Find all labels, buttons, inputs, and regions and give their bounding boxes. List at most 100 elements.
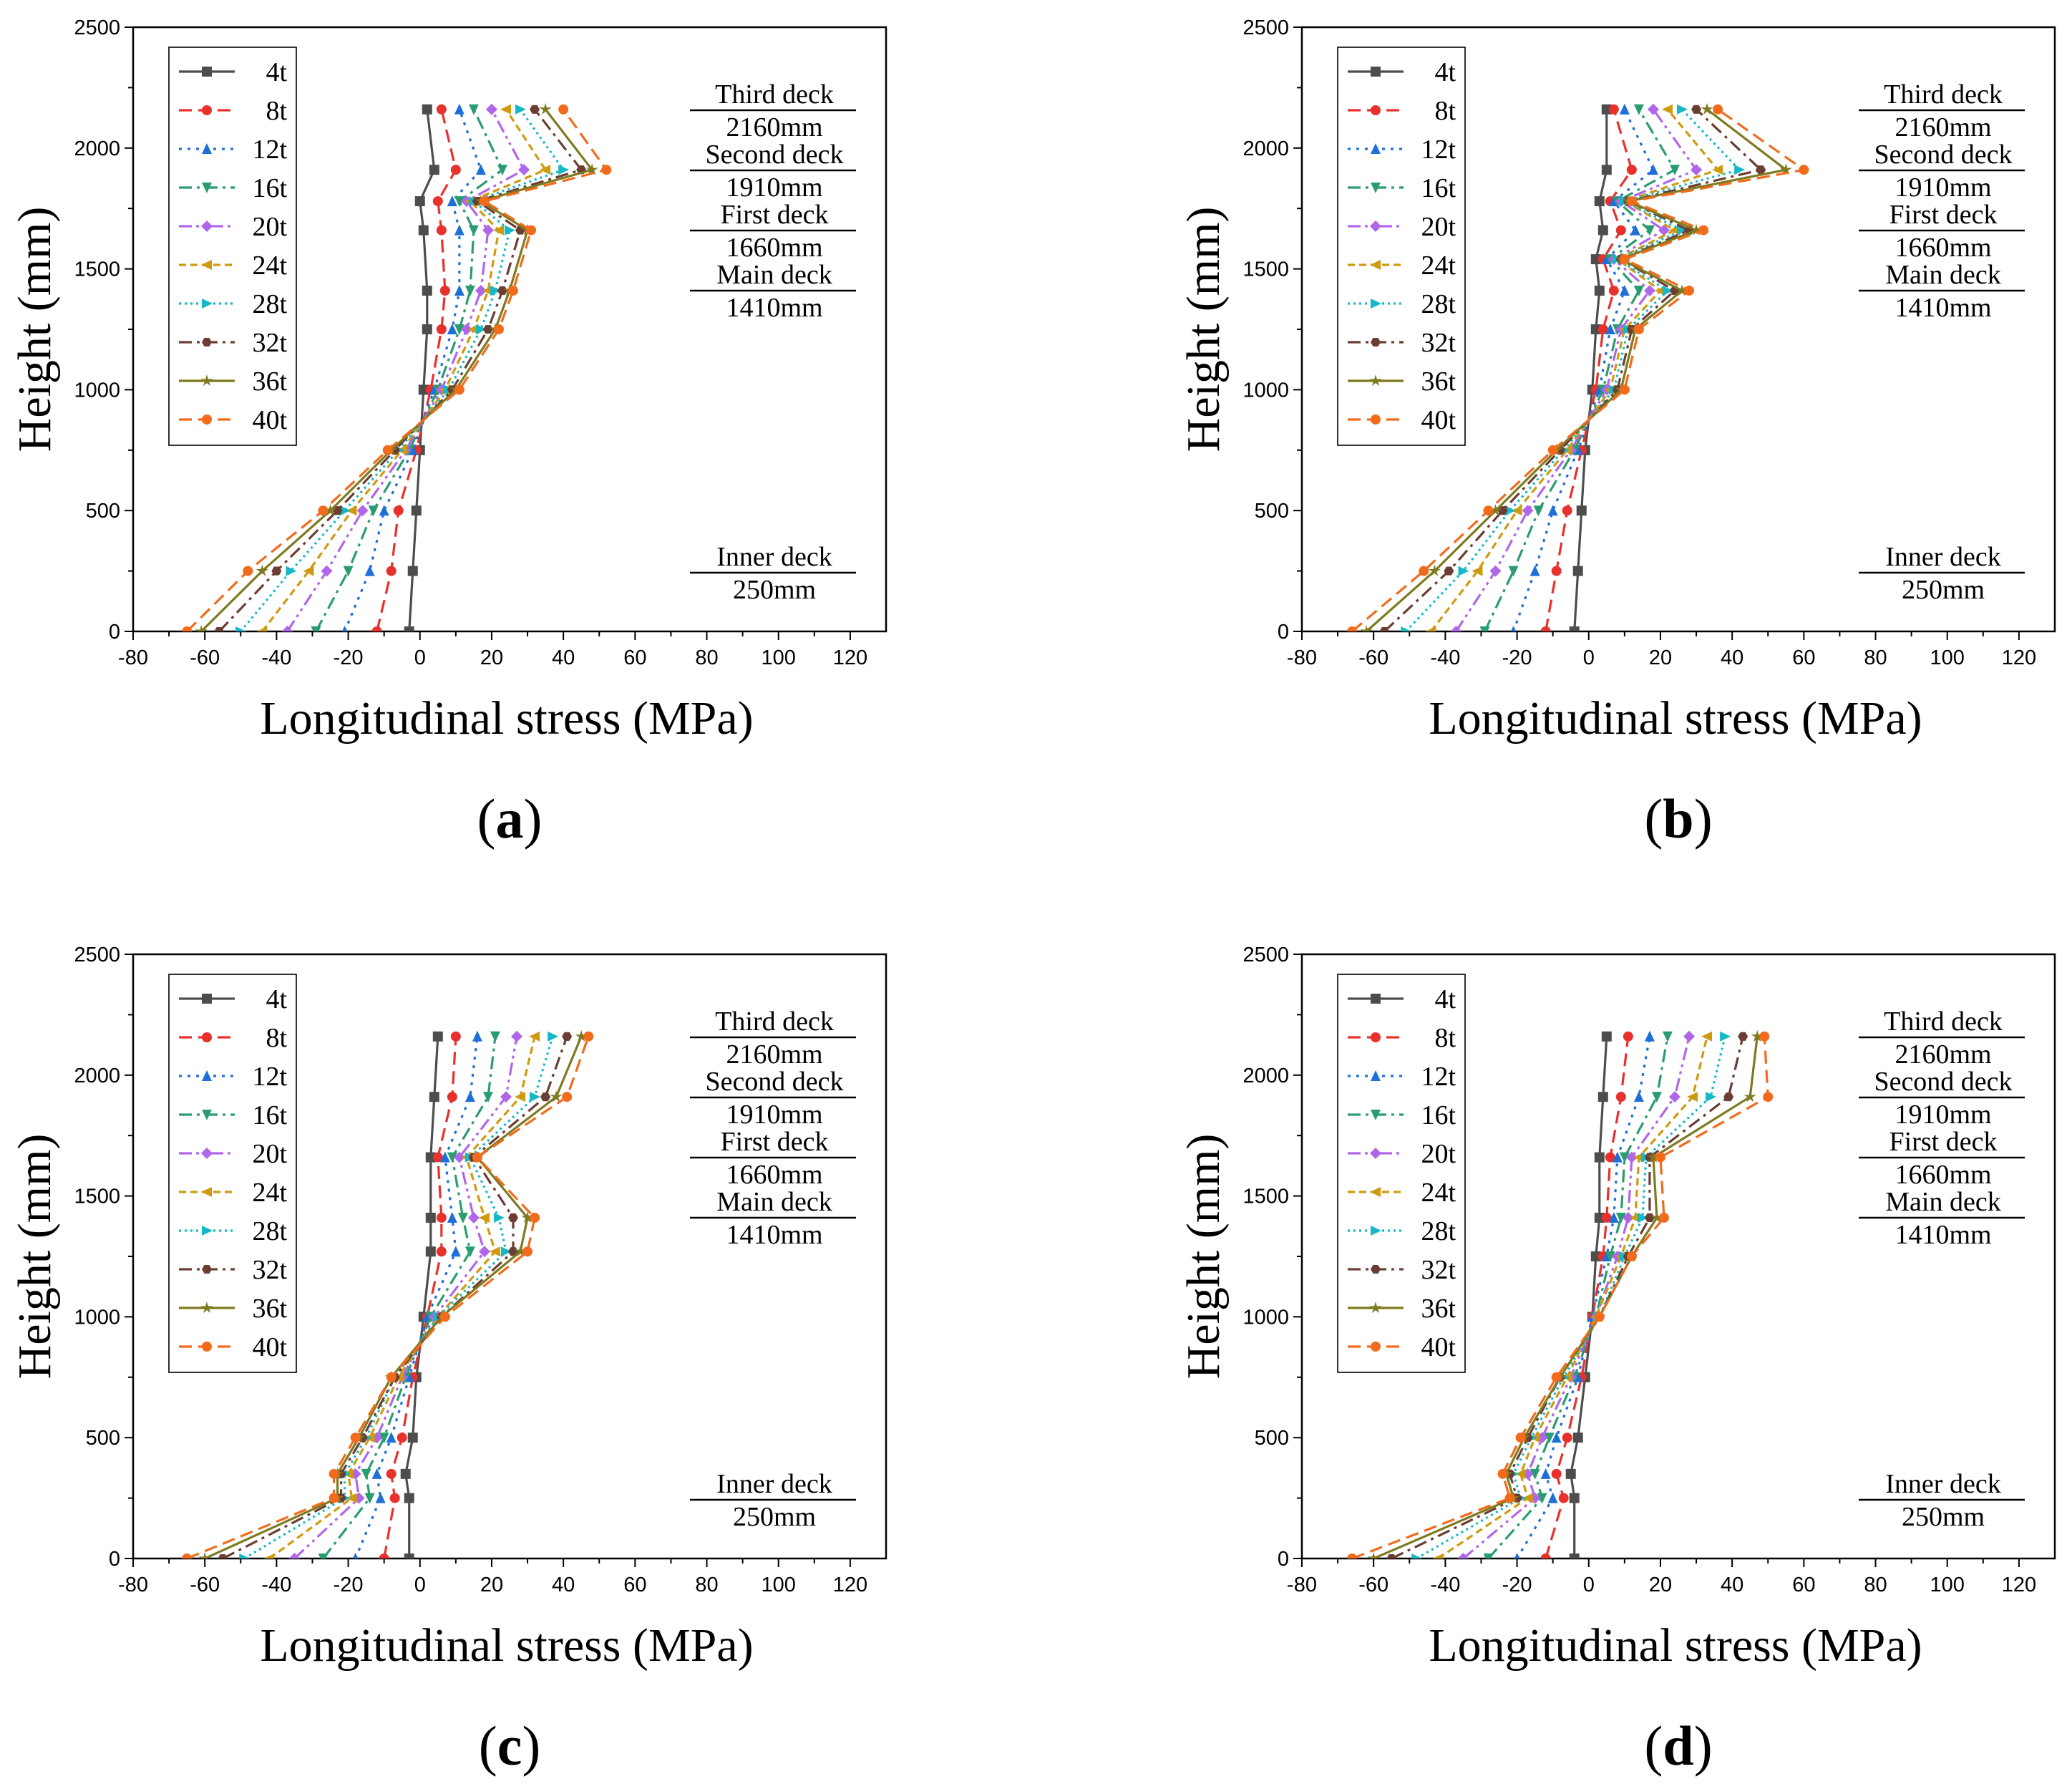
legend-label: 4t — [1434, 984, 1456, 1014]
data-point-40t — [558, 104, 569, 115]
data-point-36t — [575, 1029, 588, 1042]
data-point-40t — [1483, 505, 1494, 516]
data-point-16t — [465, 1246, 475, 1258]
y-axis-title: Height (mm) — [1177, 207, 1230, 452]
data-point-24t — [1712, 165, 1723, 175]
data-point-40t — [1684, 285, 1695, 296]
legend-marker — [202, 1070, 212, 1081]
legend-label: 4t — [266, 57, 287, 87]
panel-label-open: ( — [479, 1715, 497, 1777]
deck-name: Third deck — [715, 1007, 834, 1037]
data-point-12t — [1633, 1091, 1644, 1102]
legend-item-8t: 8t — [179, 96, 287, 126]
legend-marker — [202, 337, 212, 347]
data-point-32t — [1738, 1032, 1748, 1041]
data-point-28t — [1677, 225, 1688, 236]
deck-height: 1910mm — [1895, 1100, 1991, 1130]
legend-label: 28t — [252, 1216, 287, 1246]
deck-height: 250mm — [1902, 1502, 1985, 1532]
legend-marker — [1371, 415, 1381, 425]
data-point-20t — [478, 1246, 490, 1258]
data-point-24t — [256, 626, 268, 631]
data-point-16t — [311, 626, 321, 631]
data-point-20t — [1683, 1030, 1696, 1042]
y-tick-label: 2000 — [1242, 1065, 1289, 1087]
x-tick-label: -20 — [334, 1574, 364, 1596]
legend-item-36t: 36t — [1348, 367, 1456, 397]
legend-item-8t: 8t — [179, 1023, 287, 1053]
data-point-8t — [447, 1092, 457, 1102]
y-tick-label: 1000 — [74, 379, 120, 402]
deck-height: 2160mm — [1895, 112, 1991, 142]
data-point-40t — [1658, 1212, 1669, 1223]
data-point-20t — [288, 1553, 301, 1558]
deck-height: 250mm — [733, 1502, 816, 1532]
data-point-16t — [364, 1493, 375, 1504]
data-point-8t — [1615, 225, 1626, 236]
legend-item-16t: 16t — [179, 1100, 287, 1130]
deck-name: Main deck — [716, 260, 832, 290]
x-tick-label: 20 — [480, 646, 503, 669]
x-tick-label: 120 — [833, 1574, 867, 1596]
legend-label: 32t — [252, 328, 287, 358]
data-point-24t — [346, 505, 357, 516]
data-point-32t — [332, 506, 343, 515]
deck-height: 1410mm — [1895, 293, 1991, 323]
legend-marker — [1369, 374, 1382, 387]
data-point-8t — [386, 1468, 397, 1479]
x-tick-label: -40 — [1430, 646, 1460, 669]
data-point-32t — [271, 566, 282, 576]
data-point-8t — [379, 1553, 389, 1558]
data-point-12t — [447, 195, 457, 207]
data-point-24t — [540, 165, 551, 175]
data-point-12t — [447, 324, 457, 334]
legend-label: 40t — [252, 1332, 287, 1362]
panel-a: -80 -60 -40 -20 0 20 40 60 80 100 120 0 500 1000 1500 2… — [9, 16, 887, 850]
y-tick-label: 0 — [1278, 621, 1289, 644]
x-tick-label: 80 — [1864, 646, 1887, 669]
data-point-20t — [1647, 103, 1659, 115]
data-point-40t — [386, 1372, 397, 1382]
data-point-32t — [508, 1213, 519, 1223]
x-tick-label: -80 — [1287, 646, 1317, 669]
legend-label: 24t — [1421, 251, 1456, 281]
data-point-4t — [1569, 1553, 1580, 1558]
data-point-16t — [447, 1152, 457, 1163]
data-point-28t — [1504, 505, 1516, 516]
deck-height: 250mm — [1902, 575, 1985, 605]
legend-marker — [1370, 1187, 1381, 1197]
series-line-20t — [1462, 1036, 1691, 1558]
legend-marker — [1371, 1110, 1381, 1120]
legend-item-16t: 16t — [1348, 1100, 1456, 1130]
y-tick-label: 0 — [109, 621, 120, 644]
data-point-24t — [1511, 505, 1522, 516]
data-point-4t — [1601, 165, 1612, 175]
data-point-4t — [1590, 324, 1601, 334]
data-point-40t — [1633, 324, 1644, 334]
legend-item-36t: 36t — [179, 1294, 287, 1324]
data-point-8t — [1597, 324, 1608, 334]
data-point-40t — [493, 324, 504, 334]
series-line-16t — [322, 1036, 497, 1558]
x-axis-title: Longitudinal stress (MPa) — [260, 1619, 753, 1672]
data-point-40t — [1515, 1432, 1526, 1443]
data-point-36t — [1360, 625, 1373, 631]
data-point-28t — [558, 165, 570, 175]
legend-item-8t: 8t — [1348, 96, 1456, 126]
legend-label: 16t — [1421, 173, 1456, 203]
x-tick-label: -40 — [1430, 1574, 1460, 1596]
panel-label-close: ) — [522, 1715, 540, 1777]
data-point-36t — [1367, 1552, 1380, 1558]
data-point-40t — [479, 196, 490, 207]
data-point-4t — [404, 1493, 414, 1503]
data-point-28t — [1637, 1212, 1648, 1223]
data-point-8t — [389, 1493, 400, 1503]
data-point-24t — [263, 1553, 275, 1558]
legend-marker — [202, 299, 213, 309]
